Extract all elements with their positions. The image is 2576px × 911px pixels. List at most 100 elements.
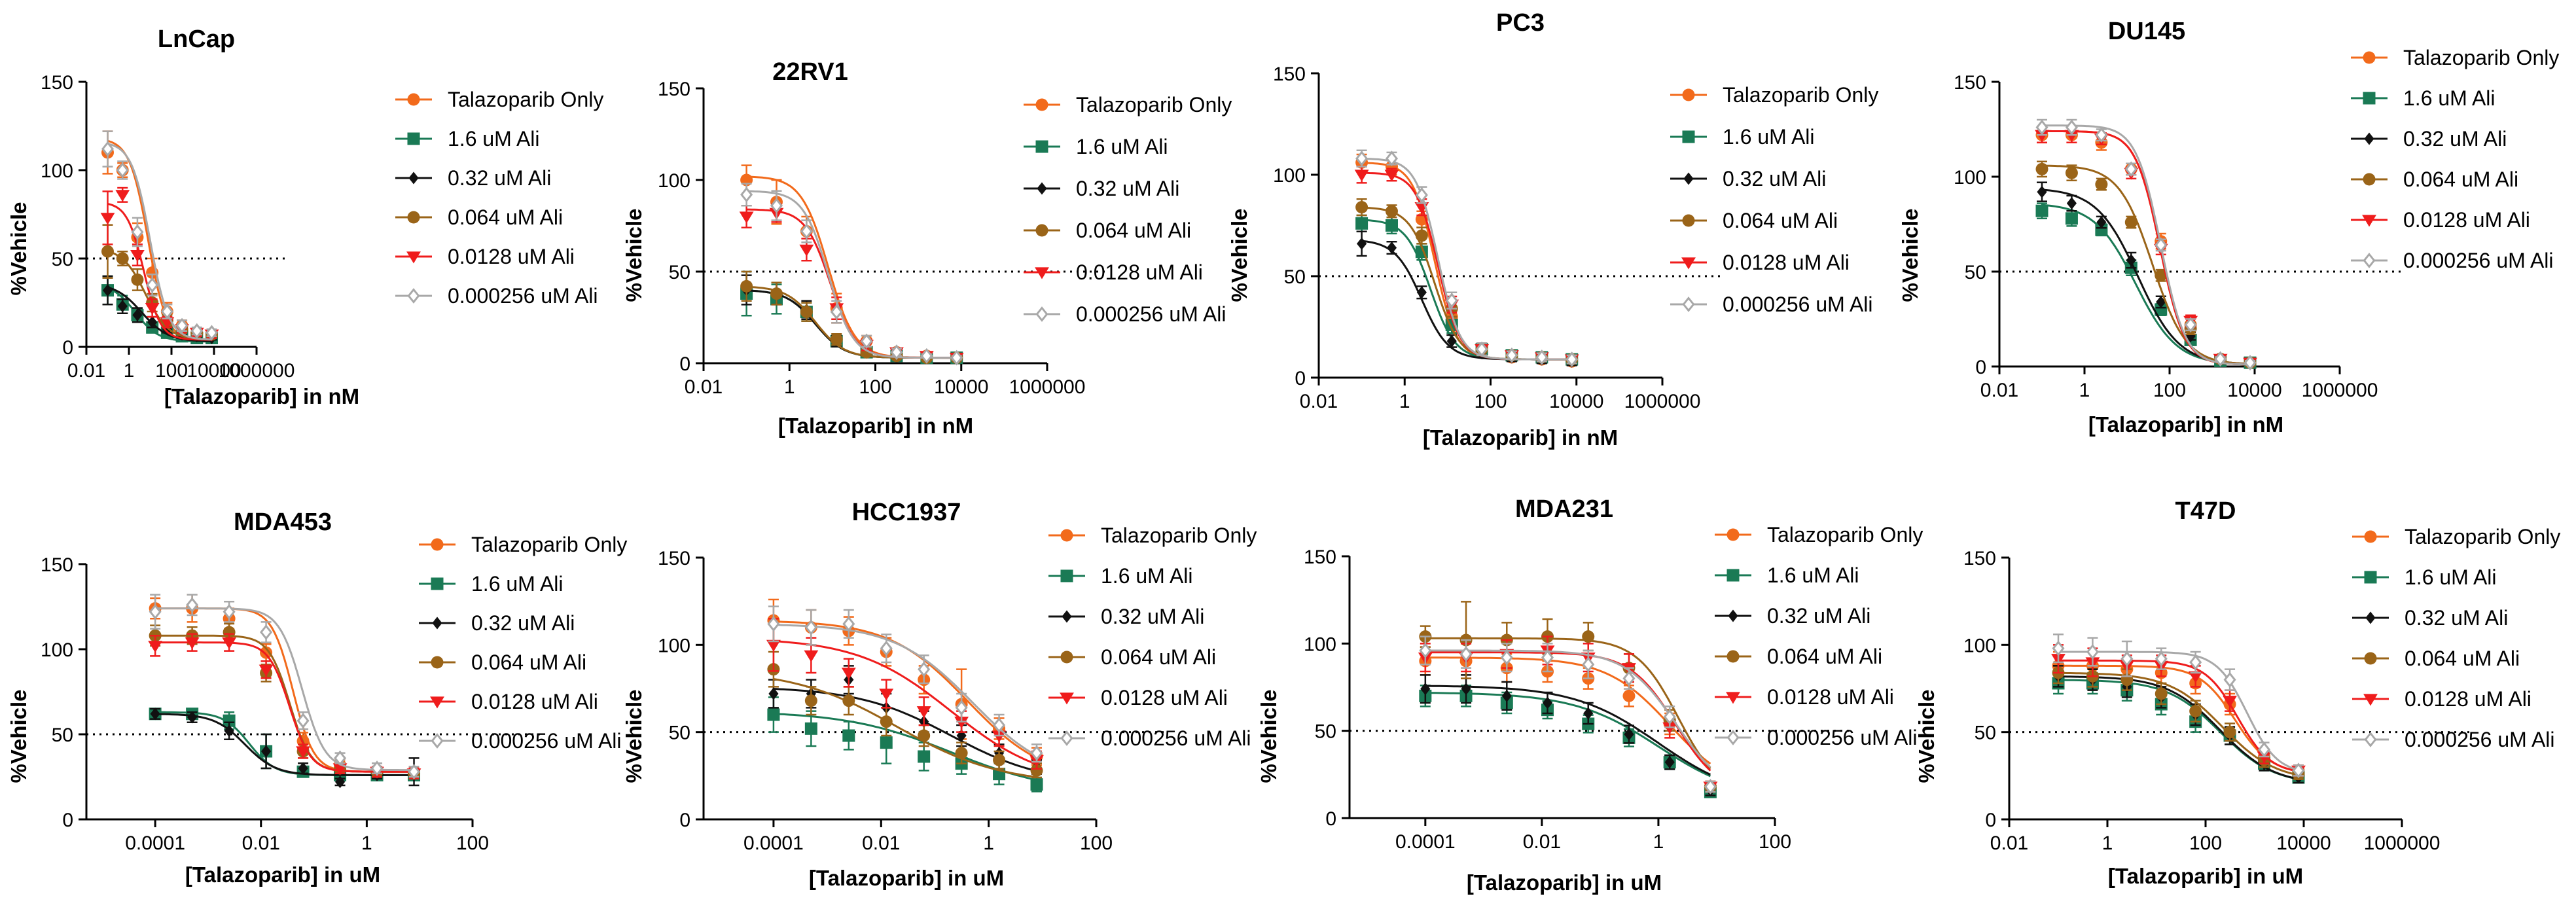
- y-tick-label: 100: [41, 639, 73, 661]
- y-axis-label: %Vehicle: [1257, 689, 1281, 783]
- y-tick-label: 150: [1304, 546, 1336, 568]
- x-tick-label: 1000000: [219, 360, 295, 382]
- legend-item-talazoparib-only: Talazoparib Only: [2351, 46, 2559, 69]
- data-point: [101, 141, 115, 157]
- data-point: [880, 640, 893, 656]
- y-tick-label: 0: [62, 337, 73, 359]
- legend-marker: [2364, 530, 2377, 543]
- legend-label: 0.32 uM Ali: [2405, 606, 2508, 630]
- legend-marker: [1681, 257, 1696, 270]
- fit-curve: [1361, 171, 1572, 361]
- legend-item-0-0128-um-ali: 0.0128 uM Ali: [1715, 685, 1894, 709]
- data-point: [770, 287, 783, 300]
- fit-curve: [2041, 204, 2251, 365]
- legend-marker: [432, 616, 442, 630]
- legend-marker: [2365, 611, 2376, 624]
- legend-label: 0.064 uM Ali: [448, 205, 563, 229]
- data-point: [205, 325, 219, 341]
- legend-label: 0.32 uM Ali: [1767, 604, 1870, 628]
- legend-marker: [2364, 132, 2374, 145]
- data-point: [131, 224, 144, 240]
- data-point: [1664, 756, 1675, 769]
- data-point: [160, 304, 173, 319]
- data-point: [1386, 241, 1397, 255]
- data-point: [770, 198, 783, 214]
- fit-curve: [773, 640, 1037, 766]
- x-tick-label: 1000000: [1624, 391, 1701, 412]
- fit-curve: [1425, 656, 1711, 765]
- legend-item-0-064-um-ali: 0.064 uM Ali: [1715, 645, 1882, 668]
- y-tick-label: 100: [1954, 167, 1986, 188]
- data-point: [260, 646, 273, 659]
- fit-curve: [107, 143, 212, 341]
- legend-label: 1.6 uM Ali: [448, 127, 540, 151]
- data-point: [2223, 696, 2237, 708]
- x-tick-label: 100: [859, 376, 891, 398]
- x-tick-label: 0.01: [1990, 832, 2028, 854]
- data-point: [2257, 751, 2272, 764]
- data-point: [1354, 170, 1369, 182]
- data-point: [2095, 127, 2108, 143]
- data-point: [955, 747, 968, 760]
- y-tick-label: 50: [1965, 262, 1986, 283]
- legend-item-talazoparib-only: Talazoparib Only: [1048, 524, 1257, 547]
- legend-marker: [1060, 651, 1073, 664]
- legend-item-0-000256-um-ali: 0.000256 uM Ali: [395, 284, 598, 308]
- data-point: [146, 277, 159, 293]
- y-tick-label: 0: [679, 353, 690, 375]
- data-point: [1582, 630, 1595, 643]
- fit-curve: [1361, 240, 1572, 361]
- x-axis-label: [Talazoparib] in uM: [1467, 870, 1662, 895]
- y-axis-label: %Vehicle: [1898, 208, 1922, 302]
- x-tick-label: 0.0001: [125, 832, 185, 854]
- data-point: [918, 661, 931, 677]
- y-tick-label: 150: [41, 554, 73, 576]
- series-0-000256-um-ali: [767, 605, 1043, 763]
- data-point: [1542, 696, 1553, 709]
- legend-item-0-0128-um-ali: 0.0128 uM Ali: [1024, 260, 1203, 284]
- chart-title: LnCap: [158, 26, 235, 53]
- data-point: [954, 717, 969, 729]
- data-point: [2065, 166, 2078, 179]
- legend-item-1-6-um-ali: 1.6 uM Ali: [395, 127, 540, 151]
- chart-title: T47D: [2175, 497, 2236, 525]
- y-tick-label: 50: [52, 724, 73, 746]
- y-tick-label: 0: [1325, 808, 1336, 830]
- data-point: [259, 664, 274, 677]
- fit-curve: [1425, 649, 1711, 768]
- data-point: [739, 211, 754, 224]
- x-tick-label: 0.01: [685, 376, 723, 398]
- data-point: [2095, 178, 2108, 191]
- legend-label: 0.000256 uM Ali: [448, 284, 598, 308]
- data-point: [2155, 237, 2168, 253]
- y-tick-label: 50: [1284, 266, 1306, 288]
- y-tick-label: 150: [1963, 548, 1996, 569]
- data-point: [334, 776, 346, 789]
- data-point: [2124, 161, 2138, 177]
- data-point: [1385, 160, 1398, 173]
- data-point: [1385, 219, 1398, 232]
- y-tick-label: 0: [1975, 357, 1986, 378]
- y-axis-label: %Vehicle: [1227, 208, 1251, 302]
- legend-item-1-6-um-ali: 1.6 uM Ali: [2352, 565, 2497, 589]
- legend-marker: [1728, 609, 1738, 622]
- chart-title: 22RV1: [772, 58, 848, 86]
- legend: Talazoparib Only 1.6 uM Ali 0.32 uM Ali 0.0…: [1715, 523, 1923, 749]
- data-point: [1415, 187, 1428, 203]
- legend-marker: [408, 171, 419, 185]
- data-point: [799, 244, 814, 257]
- legend-label: 1.6 uM Ali: [2405, 565, 2497, 589]
- legend-label: 0.000256 uM Ali: [1101, 726, 1251, 750]
- fit-curve: [773, 624, 1037, 757]
- y-tick-label: 150: [1273, 63, 1306, 85]
- y-tick-label: 50: [1975, 723, 1996, 744]
- legend-marker: [431, 538, 444, 551]
- data-point: [740, 279, 753, 293]
- x-tick-label: 100: [2153, 380, 2186, 401]
- data-point: [920, 348, 933, 364]
- legend: Talazoparib Only 1.6 uM Ali 0.32 uM Ali 0.0…: [1024, 93, 1232, 326]
- legend-item-0-0128-um-ali: 0.0128 uM Ali: [395, 245, 575, 268]
- data-point: [1385, 151, 1399, 167]
